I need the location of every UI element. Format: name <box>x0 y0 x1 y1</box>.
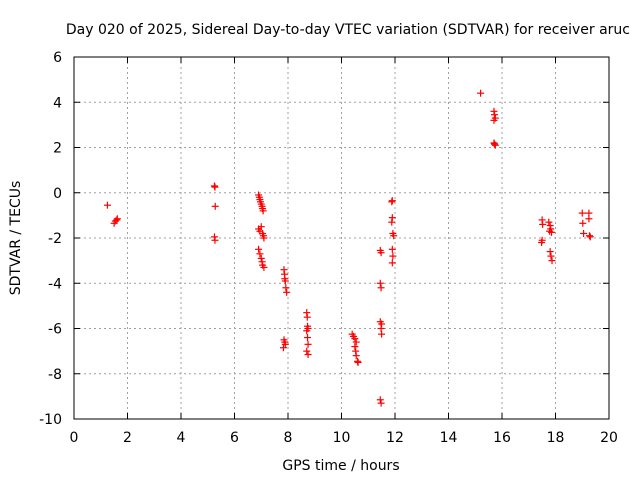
data-point <box>388 245 396 253</box>
x-tick-label: 12 <box>386 430 404 446</box>
data-point <box>260 263 268 271</box>
data-point <box>491 141 499 149</box>
x-tick-label: 20 <box>600 430 618 446</box>
x-tick-label: 8 <box>284 430 293 446</box>
data-point <box>103 201 111 209</box>
data-point <box>303 327 311 335</box>
data-point <box>547 228 555 236</box>
data-point <box>545 218 553 226</box>
data-point <box>388 259 396 267</box>
y-tick-label: -4 <box>48 276 62 292</box>
data-point <box>281 277 289 285</box>
y-tick-label: -8 <box>48 367 62 383</box>
data-point <box>257 254 265 262</box>
grid <box>74 57 609 419</box>
axis-ticks <box>73 56 610 420</box>
data-point <box>579 219 587 227</box>
y-tick-label: -6 <box>48 322 62 338</box>
data-point <box>351 335 359 343</box>
data-point <box>304 340 312 348</box>
data-point <box>255 245 263 253</box>
data-point <box>279 344 287 352</box>
data-point <box>304 334 312 342</box>
y-axis-title: SDTVAR / TECUs <box>8 181 24 296</box>
data-point <box>113 215 121 223</box>
data-point <box>377 249 385 257</box>
data-point <box>256 250 264 258</box>
data-point <box>580 229 588 237</box>
x-tick-label: 6 <box>230 430 239 446</box>
data-point <box>303 313 311 321</box>
x-tick-label: 10 <box>333 430 351 446</box>
x-tick-label: 14 <box>440 430 458 446</box>
data-point <box>283 288 291 296</box>
data-point <box>352 352 360 360</box>
data-point <box>376 396 384 404</box>
data-point <box>388 197 396 205</box>
data-point <box>352 338 360 346</box>
y-tick-label: 2 <box>53 141 62 157</box>
data-point <box>211 183 219 191</box>
y-tick-label: 4 <box>53 95 62 111</box>
data-point <box>388 218 396 226</box>
data-point <box>378 330 386 338</box>
data-point <box>282 284 290 292</box>
y-tick-label: -2 <box>48 231 62 247</box>
data-point <box>354 358 362 366</box>
data-point <box>585 215 593 223</box>
data-point <box>260 234 268 242</box>
x-tick-label: 4 <box>177 430 186 446</box>
data-point <box>211 202 219 210</box>
data-point <box>490 116 498 124</box>
data-point <box>538 239 546 247</box>
data-point <box>491 140 499 148</box>
data-point <box>257 223 265 231</box>
data-point <box>390 232 398 240</box>
tick-labels: 0 2 4 6 8 10 12 14 16 18 20 -10 -8 -6 -4 -2 0 2 4 6 <box>39 50 618 446</box>
y-tick-label: -10 <box>39 412 62 428</box>
data-point <box>585 232 593 240</box>
x-tick-label: 18 <box>547 430 565 446</box>
data-point <box>377 284 385 292</box>
data-point <box>548 257 556 265</box>
data-point <box>304 351 312 359</box>
data-point <box>376 279 384 287</box>
data-point <box>377 399 385 407</box>
data-points <box>103 89 594 407</box>
x-axis-title: GPS time / hours <box>282 458 399 474</box>
y-tick-label: 0 <box>53 186 62 202</box>
chart-title: Day 020 of 2025, Sidereal Day-to-day VTE… <box>66 22 630 38</box>
data-point <box>539 220 547 228</box>
data-point <box>546 248 554 256</box>
data-point <box>351 343 359 351</box>
data-point <box>586 233 594 241</box>
data-point <box>477 89 485 97</box>
data-point <box>259 207 267 215</box>
data-point <box>211 236 219 244</box>
data-point <box>578 209 586 217</box>
data-point <box>389 252 397 260</box>
x-tick-label: 0 <box>70 430 79 446</box>
y-tick-label: 6 <box>53 50 62 66</box>
data-point <box>303 347 311 355</box>
data-point <box>547 252 555 260</box>
x-tick-label: 2 <box>123 430 132 446</box>
x-tick-label: 16 <box>493 430 511 446</box>
